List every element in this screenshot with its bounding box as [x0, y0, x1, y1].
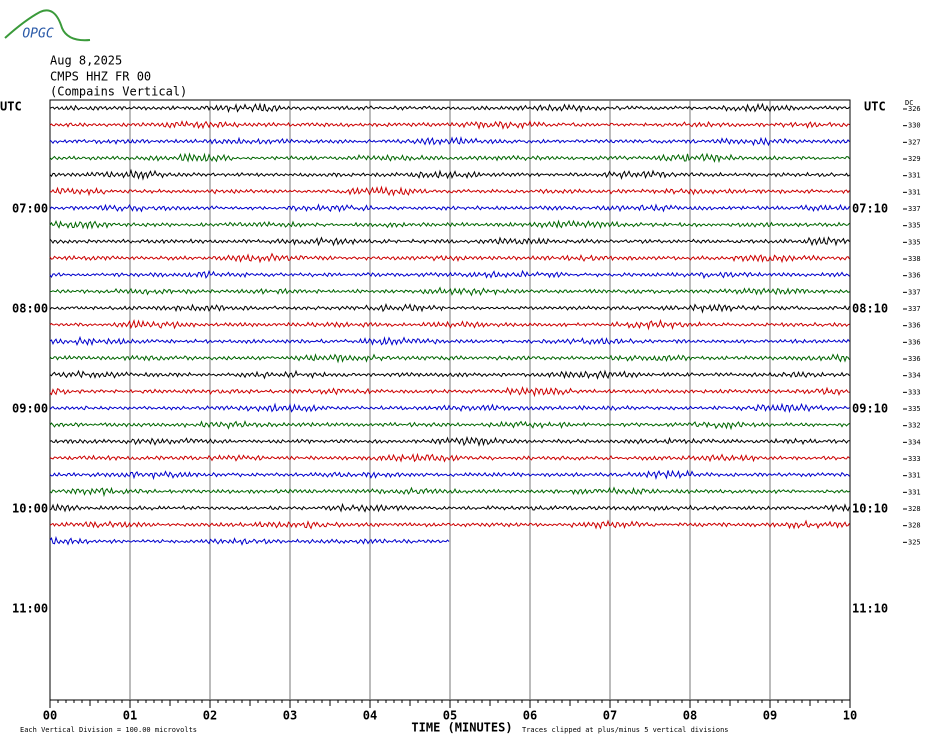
- clipping-note: Traces clipped at plus/minus 5 vertical …: [522, 726, 729, 734]
- left-axis-title: UTC: [0, 100, 22, 114]
- trace: [49, 185, 850, 197]
- dc-value: 334: [908, 438, 921, 446]
- dc-value: 336: [908, 272, 921, 280]
- x-tick-label: 02: [203, 709, 217, 723]
- x-tick-label: 10: [843, 709, 857, 723]
- x-tick-label: 09: [763, 709, 777, 723]
- description: (Compains Vertical): [50, 85, 187, 99]
- x-tick-label: 01: [123, 709, 137, 723]
- dc-value: 325: [908, 538, 921, 546]
- trace: [49, 203, 850, 213]
- hour-label: 11:00: [12, 602, 48, 616]
- hour-label: 11:10: [852, 602, 888, 616]
- dc-value: 328: [908, 505, 921, 513]
- dc-value: 331: [908, 172, 921, 180]
- division-note: Each Vertical Division = 100.00 microvol…: [20, 726, 197, 734]
- x-tick-label: 05: [443, 709, 457, 723]
- dc-value: 335: [908, 222, 921, 230]
- dc-value: 331: [908, 472, 921, 480]
- trace: [49, 519, 850, 530]
- trace: [49, 452, 850, 463]
- dc-title: DC: [905, 99, 913, 107]
- dc-value: 327: [908, 138, 921, 146]
- dc-value: 331: [908, 488, 921, 496]
- x-tick-label: 07: [603, 709, 617, 723]
- dc-value: 336: [908, 338, 921, 346]
- dc-value: 329: [908, 155, 921, 163]
- trace: [49, 236, 850, 247]
- dc-value: 335: [908, 405, 921, 413]
- logo-curve: [4, 9, 91, 42]
- x-tick-label: 08: [683, 709, 697, 723]
- dc-value: 334: [908, 372, 921, 380]
- trace: [49, 502, 850, 513]
- trace: [49, 252, 850, 264]
- trace: [49, 269, 850, 280]
- x-tick-label: 06: [523, 709, 537, 723]
- dc-value: 330: [908, 122, 921, 130]
- hour-label: 08:00: [12, 302, 48, 316]
- date: Aug 8,2025: [50, 54, 122, 68]
- dc-value: 338: [908, 255, 921, 263]
- trace: [49, 435, 850, 447]
- hour-label: 10:10: [852, 502, 888, 516]
- trace: [49, 168, 850, 181]
- hour-label: 08:10: [852, 302, 888, 316]
- dc-value: 337: [908, 205, 921, 213]
- dc-value: 336: [908, 322, 921, 330]
- dc-value: 335: [908, 238, 921, 246]
- station: CMPS HHZ FR 00: [50, 70, 151, 84]
- trace: [49, 335, 850, 347]
- x-tick-label: 00: [43, 709, 57, 723]
- x-tick-label: 03: [283, 709, 297, 723]
- trace: [49, 119, 850, 130]
- dc-value: 336: [908, 355, 921, 363]
- trace: [49, 152, 850, 164]
- dc-value: 337: [908, 288, 921, 296]
- trace: [49, 420, 850, 431]
- trace: [49, 386, 850, 398]
- x-axis-title: TIME (MINUTES): [411, 721, 512, 735]
- trace: [49, 219, 850, 230]
- dc-value: 328: [908, 522, 921, 530]
- trace: [49, 303, 850, 314]
- hour-label: 07:00: [12, 202, 48, 216]
- hour-label: 09:10: [852, 402, 888, 416]
- dc-value: 326: [908, 105, 921, 113]
- trace: [49, 135, 850, 147]
- logo: OPGC: [22, 27, 53, 42]
- trace: [49, 286, 850, 297]
- hour-label: 10:00: [12, 502, 48, 516]
- trace: [49, 469, 850, 481]
- x-tick-label: 04: [363, 709, 377, 723]
- dc-value: 332: [908, 422, 921, 430]
- dc-value: 331: [908, 188, 921, 196]
- hour-label: 07:10: [852, 202, 888, 216]
- trace: [49, 318, 850, 331]
- trace: [49, 369, 850, 380]
- trace: [49, 402, 850, 414]
- trace: [49, 102, 850, 114]
- hour-label: 09:00: [12, 402, 48, 416]
- trace: [49, 353, 850, 364]
- right-axis-title: UTC: [864, 100, 886, 114]
- dc-value: 333: [908, 388, 921, 396]
- dc-value: 333: [908, 455, 921, 463]
- trace: [49, 535, 450, 546]
- dc-value: 337: [908, 305, 921, 313]
- trace: [49, 486, 850, 498]
